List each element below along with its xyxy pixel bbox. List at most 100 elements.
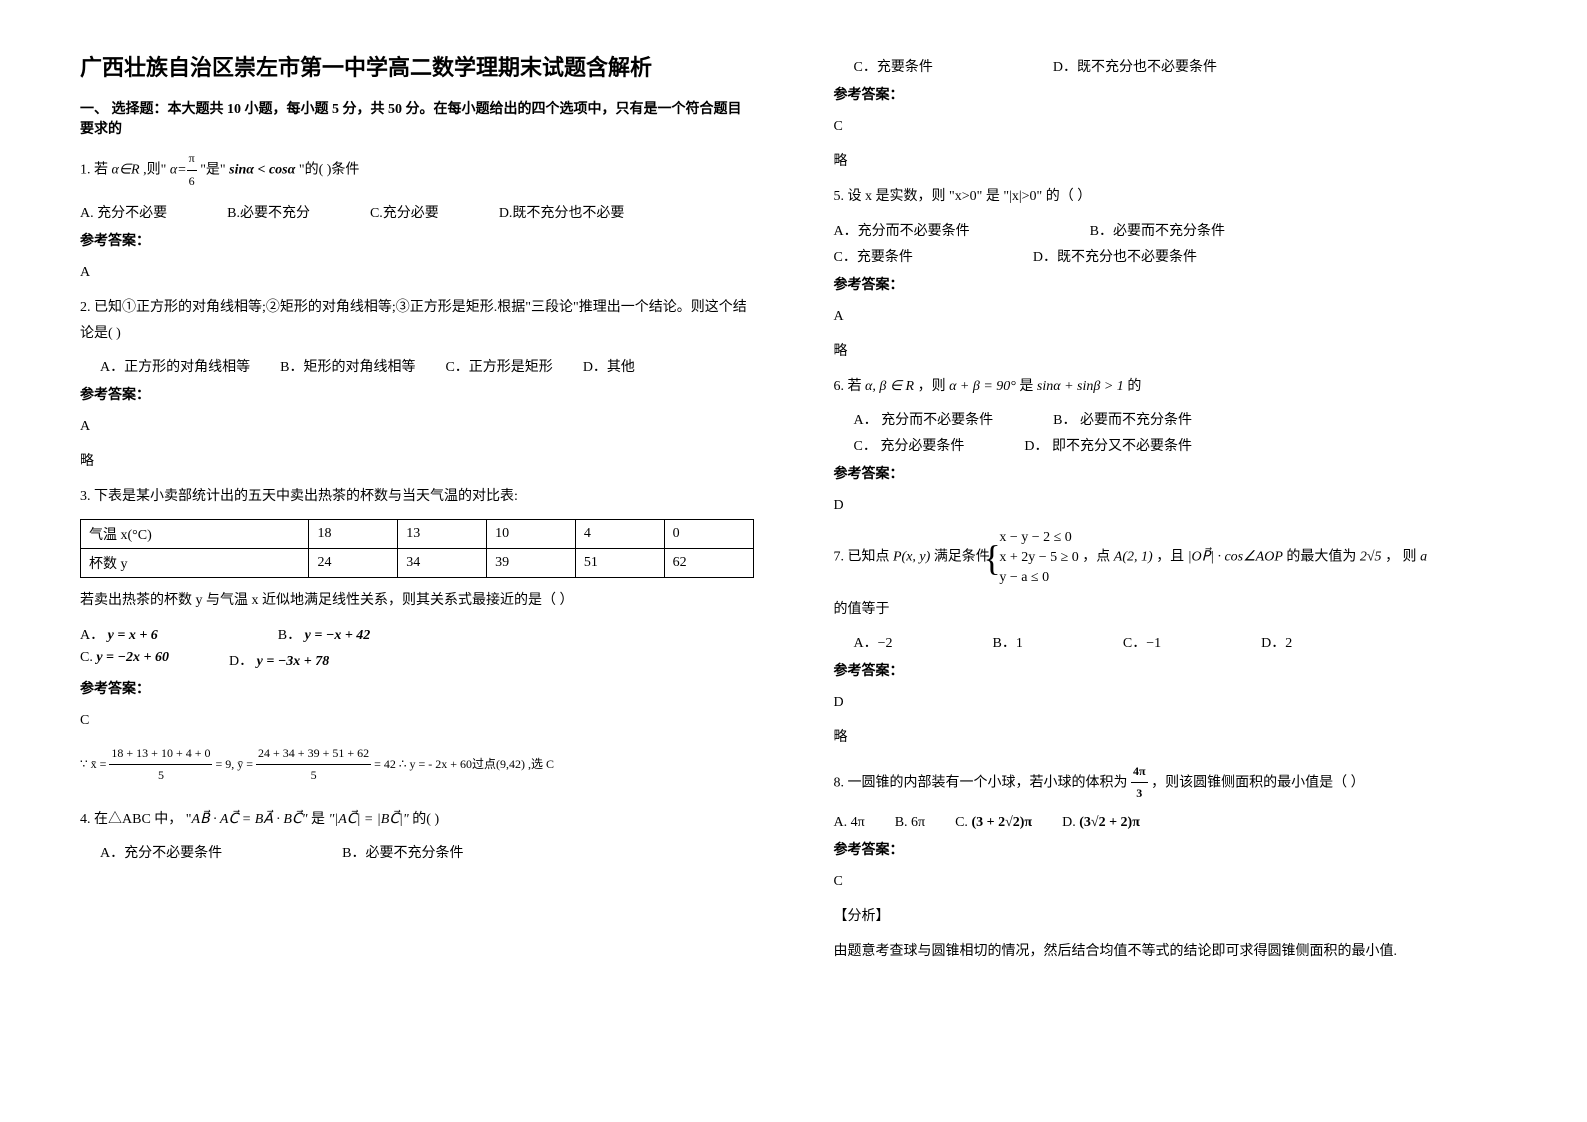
q7-options: A．−2 B．1 C．−1 D．2 xyxy=(834,632,1508,652)
q6-optD: D． 即不充分又不必要条件 xyxy=(1024,435,1192,455)
q3-options-ab: A． y = x + 6 B． y = −x + 42 xyxy=(80,624,754,644)
q8-optD-val: (3√2 + 2)π xyxy=(1079,815,1140,830)
q7-stem-b: 满足条件 xyxy=(934,550,990,565)
q1-stem-b: ,则" xyxy=(143,162,166,177)
q2-optC: C．正方形是矩形 xyxy=(445,356,552,376)
q8-stem-b: ，则该圆锥侧面积的最小值是（ ） xyxy=(1151,775,1365,790)
q3-optB: B． y = −x + 42 xyxy=(278,624,371,644)
q7-stem-g: 的值等于 xyxy=(834,597,1508,622)
q6-stem-a: 6. 若 xyxy=(834,379,862,394)
q3-optC-pre: C. xyxy=(80,650,93,665)
q3-optD-pre: D． xyxy=(229,654,253,669)
q5-optA: A．充分而不必要条件 xyxy=(834,220,970,240)
q1-options: A. 充分不必要 B.必要不充分 C.充分必要 D.既不充分也不必要 xyxy=(80,202,754,222)
q7-opcos: |OP⃗| · cos∠AOP xyxy=(1188,550,1283,565)
q3-answer-label: 参考答案： xyxy=(80,678,754,698)
q7-sys1: x − y − 2 ≤ 0 xyxy=(999,530,1071,545)
q1-optD: D.既不充分也不必要 xyxy=(499,202,625,222)
q2-options: A．正方形的对角线相等 B．矩形的对角线相等 C．正方形是矩形 D．其他 xyxy=(80,356,754,376)
q8-optC-pre: C. xyxy=(955,815,968,830)
q7-optA-pre: A． xyxy=(854,636,878,651)
q7-answer: D xyxy=(834,690,1508,715)
left-column: 广西壮族自治区崇左市第一中学高二数学理期末试题含解析 一、 选择题：本大题共 1… xyxy=(0,0,794,1122)
q3-expl-eq9: = 9, ȳ = xyxy=(215,757,253,771)
q5-omit: 略 xyxy=(834,339,1508,364)
q2-optA: A．正方形的对角线相等 xyxy=(100,356,250,376)
q6-answer-label: 参考答案： xyxy=(834,463,1508,483)
q6-optA: A． 充分而不必要条件 xyxy=(854,409,994,429)
q4-optA: A．充分不必要条件 xyxy=(100,842,222,862)
q3-expl-eq42: = 42 ∴ xyxy=(374,757,406,771)
q7-sys3: y − a ≤ 0 xyxy=(999,570,1049,585)
page-title: 广西壮族自治区崇左市第一中学高二数学理期末试题含解析 xyxy=(80,50,754,82)
q7-optA: A．−2 xyxy=(854,632,893,652)
q3-optD: D． y = −3x + 78 xyxy=(229,650,329,670)
q3-expl-den1: 5 xyxy=(109,765,212,787)
q3-r1-label: 气温 x(°C) xyxy=(81,520,309,549)
q8-analysis: 由题意考查球与圆锥相切的情况，然后结合均值不等式的结论即可求得圆锥侧面积的最小值… xyxy=(834,939,1508,964)
q3-optA-pre: A． xyxy=(80,628,104,643)
q8-optA: A. 4π xyxy=(834,815,865,831)
q3-explanation: ∵ x̄ = 18 + 13 + 10 + 4 + 05 = 9, ȳ = 24… xyxy=(80,743,754,787)
q3-r1c3: 10 xyxy=(487,520,576,549)
q4-stem-a: 4. 在△ABC 中， xyxy=(80,812,182,827)
q1-answer: A xyxy=(80,260,754,285)
q8-stem-a: 8. 一圆锥的内部装有一个小球，若小球的体积为 xyxy=(834,775,1128,790)
q5-options-cd: C．充要条件 D．既不充分也不必要条件 xyxy=(834,246,1508,266)
q3-table: 气温 x(°C) 18 13 10 4 0 杯数 y 24 34 39 51 6… xyxy=(80,519,754,578)
q5-optD: D．既不充分也不必要条件 xyxy=(1033,246,1197,266)
q3-expl-den2: 5 xyxy=(256,765,371,787)
q3-expl-num2: 24 + 34 + 39 + 51 + 62 xyxy=(256,743,371,766)
q7-omit: 略 xyxy=(834,725,1508,750)
q3-row2: 杯数 y 24 34 39 51 62 xyxy=(81,549,754,578)
question-1: 1. 若 α∈R ,则" α=π6 "是" sinα < cosα "的( )条… xyxy=(80,148,754,192)
q1-alpha-in-R: α∈R xyxy=(112,162,140,177)
right-column: C．充要条件 D．既不充分也不必要条件 参考答案： C 略 5. 设 x 是实数… xyxy=(794,0,1587,1122)
q7-optB-pre: B． xyxy=(993,636,1016,651)
q4-optB: B．必要不充分条件 xyxy=(342,842,463,862)
q3-expl-tail: y = - 2x + 60过点(9,42) ,选 C xyxy=(410,757,555,771)
q1-frac: π6 xyxy=(187,148,197,192)
q7-optD-val: 2 xyxy=(1285,636,1292,651)
q6-answer: D xyxy=(834,493,1508,518)
q5-optC: C．充要条件 xyxy=(834,246,913,266)
q7-optD-pre: D． xyxy=(1261,636,1285,651)
q3-expl-a: ∵ x̄ = xyxy=(80,757,106,771)
q7-optD: D．2 xyxy=(1261,632,1292,652)
q7-a: a xyxy=(1420,550,1427,565)
section-header: 一、 选择题：本大题共 10 小题，每小题 5 分，共 50 分。在每小题给出的… xyxy=(80,98,754,138)
q7-pxy: P(x, y) xyxy=(893,550,930,565)
q7-optB-val: 1 xyxy=(1016,636,1023,651)
q7-optB: B．1 xyxy=(993,632,1023,652)
q8-frac-den: 3 xyxy=(1131,783,1148,805)
q4-vec-eq: AB⃗ · AC⃗ = BA⃗ · BC⃗" xyxy=(192,812,308,827)
q4-answer-label: 参考答案： xyxy=(834,84,1508,104)
q6-optC: C． 充分必要条件 xyxy=(854,435,965,455)
q3-optB-eq: y = −x + 42 xyxy=(305,628,371,643)
q4-options-cd: C．充要条件 D．既不充分也不必要条件 xyxy=(834,56,1508,76)
q7-2sqrt5: 2√5 xyxy=(1360,550,1382,565)
q8-analysis-label: 【分析】 xyxy=(834,904,1508,929)
q3-r2c2: 34 xyxy=(398,549,487,578)
q6-ab90: α + β = 90° xyxy=(949,379,1016,394)
q7-optC-pre: C． xyxy=(1123,636,1146,651)
q7-sys2: x + 2y − 5 ≥ 0 xyxy=(999,550,1078,565)
q7-stem-f: ， 则 xyxy=(1385,550,1417,565)
q6-ab-in-R: α, β ∈ R xyxy=(865,379,914,394)
q7-optA-val: −2 xyxy=(878,636,893,651)
question-7: 7. 已知点 P(x, y) 满足条件 x − y − 2 ≤ 0 x + 2y… xyxy=(834,528,1508,587)
q7-system: x − y − 2 ≤ 0 x + 2y − 5 ≥ 0 y − a ≤ 0 xyxy=(993,528,1078,587)
q7-stem-c: ，点 xyxy=(1082,550,1110,565)
q8-options: A. 4π B. 6π C. (3 + 2√2)π D. (3√2 + 2)π xyxy=(834,815,1508,831)
q6-optB: B． 必要而不充分条件 xyxy=(1053,409,1192,429)
q3-after: 若卖出热茶的杯数 y 与气温 x 近似地满足线性关系，则其关系式最接近的是（ ） xyxy=(80,588,754,613)
question-8: 8. 一圆锥的内部装有一个小球，若小球的体积为 4π3 ，则该圆锥侧面积的最小值… xyxy=(834,761,1508,805)
q7-a21: A(2, 1) xyxy=(1114,550,1153,565)
question-5: 5. 设 x 是实数，则 "x>0" 是 "|x|>0" 的（ ） xyxy=(834,184,1508,209)
q1-frac-num: π xyxy=(187,148,197,171)
q8-answer: C xyxy=(834,869,1508,894)
q2-answer-label: 参考答案： xyxy=(80,384,754,404)
q5-options-ab: A．充分而不必要条件 B．必要而不充分条件 xyxy=(834,220,1508,240)
q7-optC-val: −1 xyxy=(1146,636,1161,651)
q3-r2c3: 39 xyxy=(487,549,576,578)
